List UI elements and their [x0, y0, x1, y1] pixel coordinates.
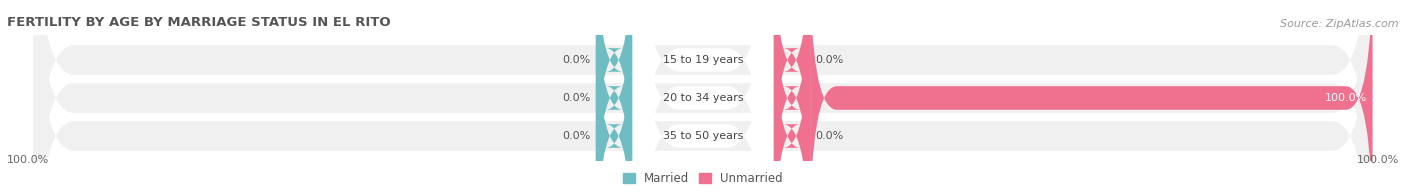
Text: FERTILITY BY AGE BY MARRIAGE STATUS IN EL RITO: FERTILITY BY AGE BY MARRIAGE STATUS IN E… — [7, 16, 391, 29]
FancyBboxPatch shape — [34, 0, 1372, 196]
FancyBboxPatch shape — [633, 0, 773, 196]
Text: 15 to 19 years: 15 to 19 years — [662, 55, 744, 65]
FancyBboxPatch shape — [773, 0, 810, 196]
Text: 0.0%: 0.0% — [562, 55, 591, 65]
FancyBboxPatch shape — [596, 0, 633, 196]
FancyBboxPatch shape — [633, 0, 773, 196]
Text: 100.0%: 100.0% — [1357, 155, 1399, 165]
FancyBboxPatch shape — [596, 0, 633, 196]
FancyBboxPatch shape — [633, 0, 773, 196]
Text: 0.0%: 0.0% — [562, 93, 591, 103]
FancyBboxPatch shape — [596, 0, 633, 196]
Text: 0.0%: 0.0% — [815, 55, 844, 65]
Text: 100.0%: 100.0% — [1324, 93, 1367, 103]
Text: 35 to 50 years: 35 to 50 years — [662, 131, 744, 141]
Legend: Married, Unmarried: Married, Unmarried — [619, 168, 787, 190]
Text: 0.0%: 0.0% — [815, 131, 844, 141]
Text: Source: ZipAtlas.com: Source: ZipAtlas.com — [1281, 19, 1399, 29]
Text: 100.0%: 100.0% — [7, 155, 49, 165]
Text: 20 to 34 years: 20 to 34 years — [662, 93, 744, 103]
Text: 0.0%: 0.0% — [562, 131, 591, 141]
FancyBboxPatch shape — [34, 0, 1372, 196]
FancyBboxPatch shape — [34, 0, 1372, 196]
FancyBboxPatch shape — [810, 0, 1372, 196]
FancyBboxPatch shape — [773, 0, 810, 196]
FancyBboxPatch shape — [773, 0, 810, 196]
